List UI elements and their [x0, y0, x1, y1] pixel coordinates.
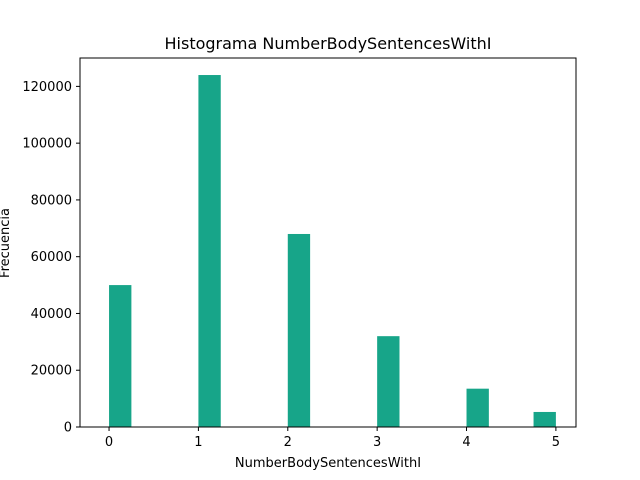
- y-tick-label: 80000: [31, 193, 72, 208]
- x-tick-label: 5: [552, 435, 560, 450]
- x-tick-label: 1: [194, 435, 202, 450]
- histogram-bar-0: [109, 285, 132, 427]
- x-tick-label: 0: [105, 435, 113, 450]
- histogram-bar-3: [377, 336, 400, 427]
- x-tick-label: 2: [284, 435, 292, 450]
- x-tick-label: 4: [462, 435, 470, 450]
- histogram-bar-4: [466, 388, 489, 427]
- x-tick-label: 3: [373, 435, 381, 450]
- y-tick-label: 120000: [22, 80, 72, 95]
- y-tick-label: 100000: [22, 137, 72, 152]
- histogram-bar-1: [198, 75, 221, 427]
- histogram-bar-5: [533, 411, 556, 427]
- y-axis-label: Frecuencia: [0, 208, 13, 278]
- plot-frame: [79, 57, 577, 428]
- chart-title: Histograma NumberBodySentencesWithI: [165, 34, 492, 53]
- y-tick-label: 60000: [31, 250, 72, 265]
- y-axis-ticks: 0 20000 40000 60000 80000 100000 120000: [22, 80, 80, 436]
- x-axis-label: NumberBodySentencesWithI: [235, 456, 421, 471]
- histogram-bar-2: [287, 233, 311, 427]
- y-tick-label: 0: [64, 421, 72, 436]
- y-tick-label: 20000: [31, 364, 72, 379]
- x-axis-ticks: 0 1 2 3 4 5: [105, 427, 560, 450]
- y-tick-label: 40000: [31, 307, 72, 322]
- bars-group: [109, 75, 556, 427]
